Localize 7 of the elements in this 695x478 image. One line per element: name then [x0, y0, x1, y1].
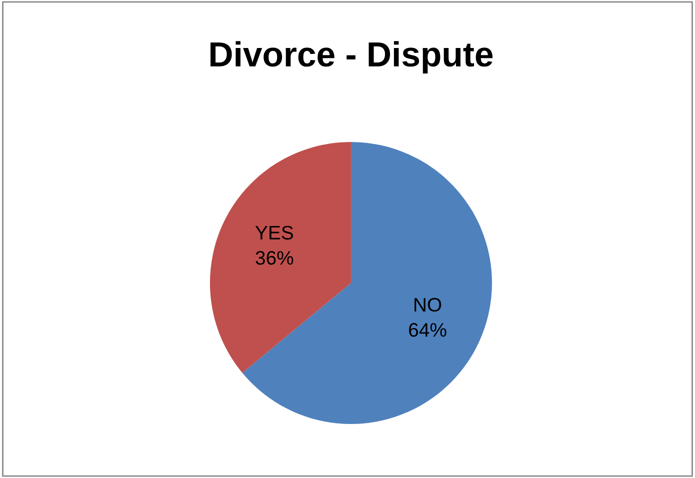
pie-slice [242, 142, 492, 424]
slice-label: NO [414, 298, 442, 312]
pie-slice [210, 142, 351, 373]
data-label: 36% [256, 250, 294, 265]
chart-title: Divorce - Dispute [210, 41, 493, 74]
data-label: 64% [409, 323, 446, 337]
slice-label: YES [255, 226, 293, 240]
